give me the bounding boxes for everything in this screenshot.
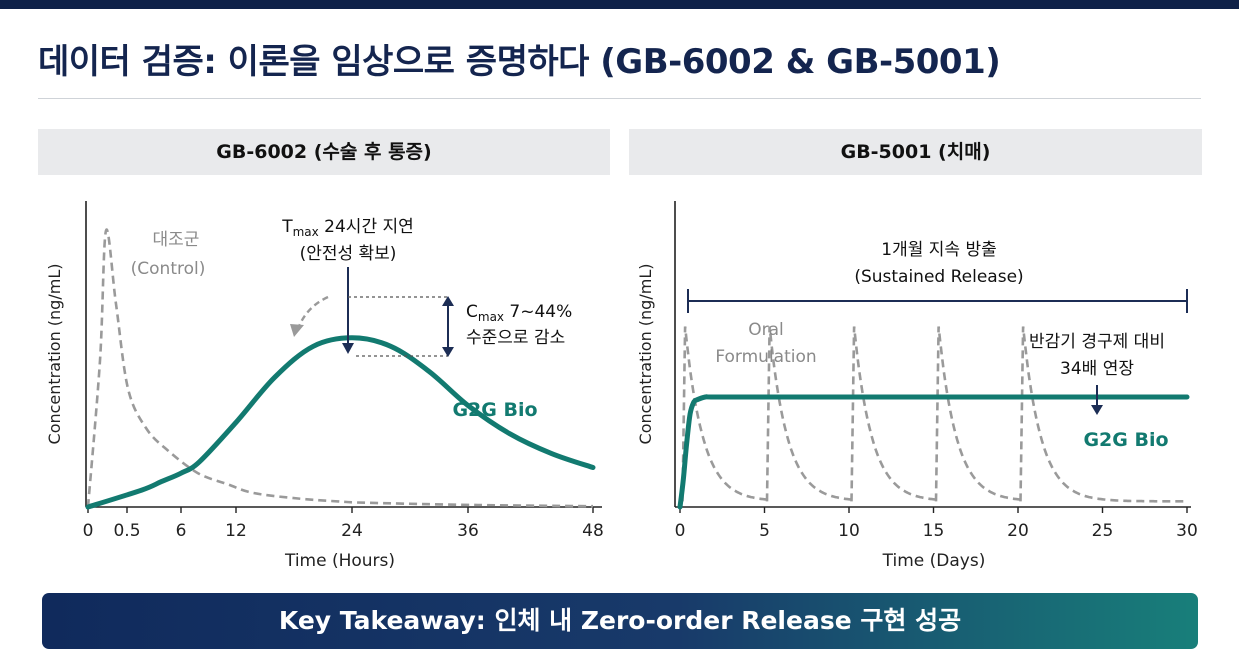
x-tick-label: 0 (83, 521, 94, 541)
g2g-label: G2G Bio (452, 399, 537, 421)
title-divider (38, 98, 1201, 99)
sustained-release-label-en: (Sustained Release) (854, 267, 1023, 287)
chart-gb6002: Concentration (ng/mL) Time (Hours) 0 0.5 6… (45, 201, 604, 571)
x-tick-label: 0.5 (113, 521, 140, 541)
x-tick-label: 20 (1007, 521, 1029, 541)
control-label-en: (Control) (131, 259, 206, 279)
y-axis-label: Concentration (ng/mL) (636, 264, 655, 445)
x-axis-label: Time (Hours) (284, 551, 395, 571)
tmax-annotation: Tmax 24시간 지연 (281, 217, 414, 239)
panel-header-gb6002: GB-6002 (수술 후 통증) (38, 129, 610, 175)
x-tick-label: 48 (582, 521, 604, 541)
half-life-annotation: 반감기 경구제 대비 (1029, 332, 1165, 352)
x-tick-label: 12 (225, 521, 247, 541)
x-tick-label: 36 (457, 521, 479, 541)
control-label: 대조군 (153, 230, 200, 250)
x-tick-label: 15 (923, 521, 945, 541)
x-axis-label: Time (Days) (882, 551, 986, 571)
g2g-label: G2G Bio (1083, 429, 1168, 451)
cmax-annotation-line2: 수준으로 감소 (466, 328, 565, 348)
shift-arrowhead (290, 324, 304, 337)
shift-arrow (296, 295, 329, 330)
x-tick-label: 6 (176, 521, 187, 541)
oral-label-line2: Formulation (715, 347, 816, 367)
sustained-release-label: 1개월 지속 방출 (881, 240, 996, 260)
y-axis-label: Concentration (ng/mL) (45, 264, 64, 445)
tmax-arrowhead (342, 343, 354, 354)
half-life-arrowhead (1091, 405, 1103, 415)
oral-label: Oral (748, 320, 784, 340)
cmax-annotation: Cmax 7~44% (466, 302, 572, 324)
page-title: 데이터 검증: 이론을 임상으로 증명하다 (GB-6002 & GB-5001… (38, 42, 1001, 82)
series-oral-line (681, 326, 1187, 503)
chart-gb5001: Concentration (ng/mL) Time (Days) 0 5 10 15… (636, 201, 1198, 571)
cmax-arrowhead-down (442, 347, 454, 357)
tmax-annotation-line2: (안전성 확보) (300, 244, 397, 264)
top-accent-bar (0, 0, 1239, 9)
cmax-arrowhead-up (442, 296, 454, 306)
panel-header-gb5001: GB-5001 (치매) (629, 129, 1202, 175)
x-tick-label: 30 (1176, 521, 1198, 541)
key-takeaway-banner: Key Takeaway: 인체 내 Zero-order Release 구현… (42, 593, 1198, 649)
x-tick-label: 10 (838, 521, 860, 541)
x-tick-label: 25 (1092, 521, 1114, 541)
series-g2g-line (677, 394, 1190, 510)
x-tick-label: 24 (341, 521, 363, 541)
series-g2g-line (85, 335, 596, 510)
half-life-annotation-line2: 34배 연장 (1060, 359, 1134, 379)
x-tick-label: 5 (759, 521, 770, 541)
x-tick-label: 0 (675, 521, 686, 541)
